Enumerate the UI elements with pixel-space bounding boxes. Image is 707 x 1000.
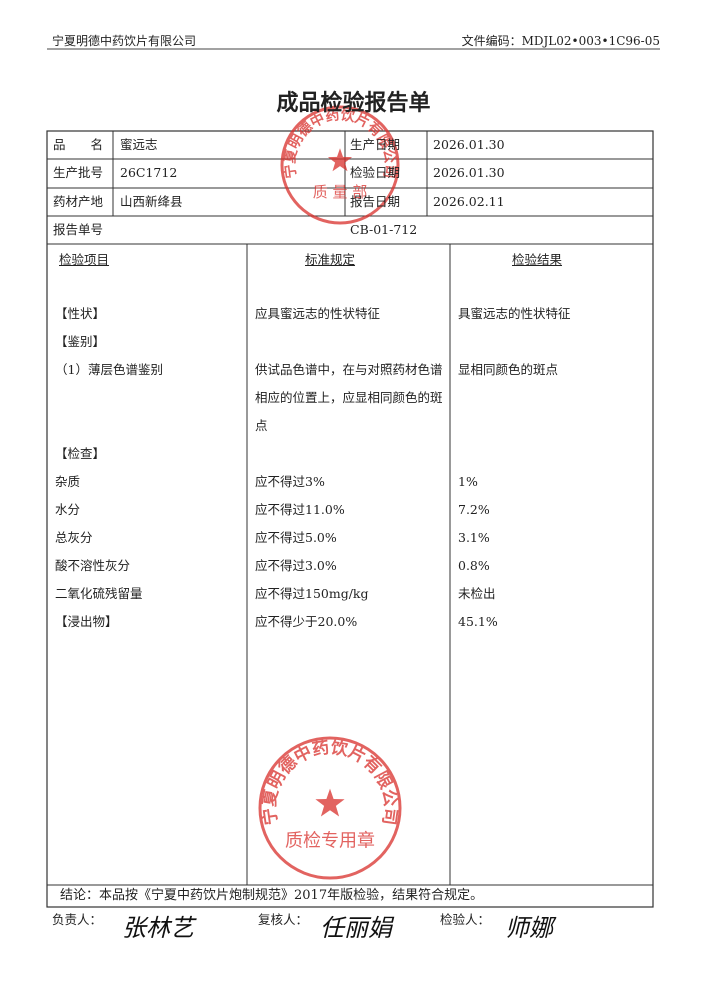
item-row: 【检查】 <box>47 440 653 468</box>
stamp-ring-text: 宁夏明德中药饮片有限公司 <box>259 737 400 827</box>
cell-standard: 应不得过3% <box>255 474 325 489</box>
cell-result: 45.1% <box>458 614 498 629</box>
info-value: 2026.01.30 <box>433 165 505 180</box>
conclusion: 结论：本品按《宁夏中药饮片炮制规范》2017年版检验，结果符合规定。 <box>60 888 484 903</box>
stamp-ring <box>258 736 402 880</box>
cell-result <box>450 328 653 356</box>
cell-standard <box>247 440 450 468</box>
cell-item: 【鉴别】 <box>55 334 106 349</box>
cell-result: 未检出 <box>458 586 496 601</box>
item-row: 总灰分 应不得过5.0% 3.1% <box>47 524 653 552</box>
item-row: 【性状】 应具蜜远志的性状特征 具蜜远志的性状特征 <box>47 300 653 328</box>
cell-item: （1）薄层色谱鉴别 <box>55 362 163 377</box>
cell-standard: 应不得少于20.0% <box>255 614 358 629</box>
cell-item: 杂质 <box>55 474 81 489</box>
item-row: 酸不溶性灰分 应不得过3.0% 0.8% <box>47 552 653 580</box>
cell-standard: 应不得过11.0% <box>255 502 345 517</box>
cell-result: 7.2% <box>458 502 490 517</box>
cell-item: 酸不溶性灰分 <box>55 558 131 573</box>
item-row: 杂质 应不得过3% 1% <box>47 468 653 496</box>
item-row: （1）薄层色谱鉴别 供试品色谱中，在与对照药材色谱相应的位置上，应显相同颜色的斑点… <box>47 356 653 440</box>
signature: 师娜 <box>505 914 553 942</box>
cell-item: 【浸出物】 <box>55 614 118 629</box>
stamp-center-text: 质检专用章 <box>285 831 375 852</box>
info-label: 生产日期 <box>350 137 401 152</box>
stamp-ring <box>280 105 400 225</box>
item-rows: 【性状】 应具蜜远志的性状特征 具蜜远志的性状特征【鉴别】 （1）薄层色谱鉴别 供试品色… <box>47 300 653 636</box>
company: 宁夏明德中药饮片有限公司 <box>52 34 197 48</box>
cell-result: 1% <box>458 474 478 489</box>
item-row: 【浸出物】 应不得少于20.0% 45.1% <box>47 608 653 636</box>
column-header: 检验结果 <box>512 252 563 267</box>
report-no-label: 报告单号 <box>53 222 104 237</box>
doc-code: 文件编码：MDJL02•003•1C96-05 <box>461 34 660 48</box>
cell-item: 水分 <box>55 502 81 517</box>
cell-result: 0.8% <box>458 558 490 573</box>
cell-item: 总灰分 <box>55 530 93 545</box>
info-value: 2026.01.30 <box>433 137 505 152</box>
info-label: 报告日期 <box>350 194 401 209</box>
signature-label: 检验人： <box>440 912 491 927</box>
cell-standard: 供试品色谱中，在与对照药材色谱相应的位置上，应显相同颜色的斑点 <box>255 362 443 433</box>
stamp-star <box>315 788 345 817</box>
info-label: 品 名 <box>53 137 104 152</box>
info-value: 蜜远志 <box>120 137 158 152</box>
signature-label: 负责人： <box>52 912 103 927</box>
info-label: 生产批号 <box>53 165 104 180</box>
cell-standard: 应具蜜远志的性状特征 <box>255 306 381 321</box>
item-row: 【鉴别】 <box>47 328 653 356</box>
cell-result: 3.1% <box>458 530 490 545</box>
stamp-ring-label: 宁夏明德中药饮片有限公司 <box>259 737 400 827</box>
report-no: CB-01-712 <box>350 222 418 237</box>
cell-result <box>450 440 653 468</box>
cell-standard: 应不得过3.0% <box>255 558 337 573</box>
info-value: 山西新绛县 <box>120 194 183 209</box>
cell-item: 二氧化硫残留量 <box>55 586 143 601</box>
info-label: 药材产地 <box>53 194 104 209</box>
cell-result: 具蜜远志的性状特征 <box>458 306 571 321</box>
signature: 任丽娟 <box>320 914 392 942</box>
signature-label: 复核人： <box>258 912 309 927</box>
stamp-star <box>327 148 353 172</box>
info-value: 2026.02.11 <box>433 194 505 209</box>
info-label: 检验日期 <box>350 165 401 180</box>
cell-standard: 应不得过5.0% <box>255 530 337 545</box>
cell-item: 【性状】 <box>55 306 106 321</box>
column-header: 检验项目 <box>59 252 110 267</box>
item-row: 水分 应不得过11.0% 7.2% <box>47 496 653 524</box>
cell-standard <box>247 328 450 356</box>
title: 成品检验报告单 <box>276 90 431 116</box>
cell-item: 【检查】 <box>55 446 106 461</box>
info-value: 26C1712 <box>120 165 178 180</box>
column-header: 标准规定 <box>305 252 356 267</box>
signature: 张林艺 <box>122 914 194 942</box>
stamp-center-text: 质 量 部 <box>313 183 368 201</box>
item-row: 二氧化硫残留量 应不得过150mg/kg 未检出 <box>47 580 653 608</box>
cell-result: 显相同颜色的斑点 <box>458 362 559 377</box>
cell-standard: 应不得过150mg/kg <box>255 586 369 601</box>
